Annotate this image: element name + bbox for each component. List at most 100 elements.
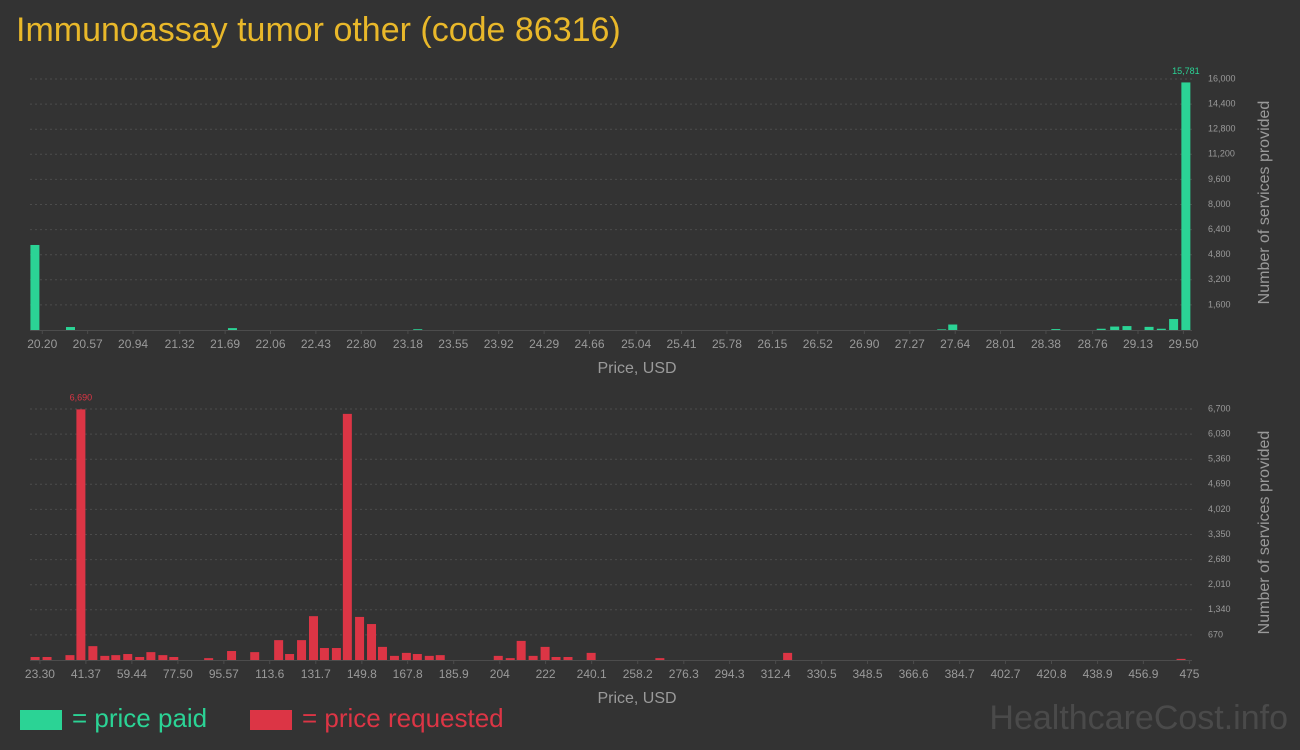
y-tick-label: 6,400 xyxy=(1208,224,1231,234)
y-tick-label: 12,800 xyxy=(1208,124,1236,134)
x-tick-label: 23.55 xyxy=(438,337,468,351)
x-tick-label: 22.06 xyxy=(255,337,285,351)
y-axis-title: Number of services provided xyxy=(1256,101,1273,305)
bar xyxy=(528,655,538,660)
bar xyxy=(100,655,110,660)
x-tick-label: 185.9 xyxy=(439,667,469,681)
x-tick-label: 475 xyxy=(1179,667,1199,681)
y-tick-label: 4,690 xyxy=(1208,479,1231,489)
x-tick-label: 167.8 xyxy=(393,667,423,681)
x-tick-label: 28.01 xyxy=(986,337,1016,351)
x-tick-label: 20.57 xyxy=(73,337,103,351)
bar xyxy=(169,657,179,660)
y-tick-label: 3,200 xyxy=(1208,274,1231,284)
bar xyxy=(42,657,52,660)
bar xyxy=(146,652,156,660)
x-tick-label: 24.66 xyxy=(575,337,605,351)
bar xyxy=(435,655,445,660)
bar xyxy=(274,640,284,660)
bar xyxy=(309,616,319,660)
bar xyxy=(1051,329,1061,330)
bar xyxy=(516,640,526,660)
x-tick-label: 95.57 xyxy=(209,667,239,681)
bar xyxy=(65,655,75,660)
x-tick-label: 21.32 xyxy=(165,337,195,351)
bar xyxy=(227,651,237,660)
legend-swatch xyxy=(250,710,292,730)
bar xyxy=(401,652,411,660)
x-tick-label: 25.78 xyxy=(712,337,742,351)
bar xyxy=(30,244,40,330)
x-tick-label: 24.29 xyxy=(529,337,559,351)
bar xyxy=(158,655,168,660)
x-tick-label: 26.15 xyxy=(757,337,787,351)
x-tick-label: 149.8 xyxy=(347,667,377,681)
x-tick-label: 222 xyxy=(536,667,556,681)
x-tick-label: 240.1 xyxy=(577,667,607,681)
x-tick-label: 28.38 xyxy=(1031,337,1061,351)
x-tick-label: 312.4 xyxy=(761,667,791,681)
x-tick-label: 20.94 xyxy=(118,337,148,351)
bar xyxy=(937,329,947,330)
x-tick-label: 59.44 xyxy=(117,667,147,681)
x-tick-label: 23.92 xyxy=(484,337,514,351)
x-tick-label: 22.80 xyxy=(346,337,376,351)
x-tick-label: 276.3 xyxy=(669,667,699,681)
y-tick-label: 1,340 xyxy=(1208,604,1231,614)
x-tick-label: 26.52 xyxy=(803,337,833,351)
bar xyxy=(493,655,503,660)
x-tick-label: 131.7 xyxy=(301,667,331,681)
page-title: Immunoassay tumor other (code 86316) xyxy=(16,11,621,49)
bar xyxy=(111,655,121,660)
x-tick-label: 77.50 xyxy=(163,667,193,681)
x-tick-label: 402.7 xyxy=(990,667,1020,681)
bar xyxy=(250,652,260,660)
bar xyxy=(389,655,399,660)
x-tick-label: 20.20 xyxy=(27,337,57,351)
y-tick-label: 11,200 xyxy=(1208,149,1235,159)
bar xyxy=(1144,326,1154,330)
y-tick-label: 4,020 xyxy=(1208,504,1231,514)
bar xyxy=(30,657,40,660)
watermark: HealthcareCost.info xyxy=(989,699,1288,737)
x-tick-label: 27.27 xyxy=(895,337,925,351)
x-tick-label: 384.7 xyxy=(945,667,975,681)
x-tick-label: 366.6 xyxy=(899,667,929,681)
bar xyxy=(948,324,958,330)
y-tick-label: 4,800 xyxy=(1208,249,1231,259)
y-tick-label: 9,600 xyxy=(1208,174,1231,184)
x-tick-label: 438.9 xyxy=(1083,667,1113,681)
y-tick-label: 14,400 xyxy=(1208,98,1236,108)
bar xyxy=(505,658,515,660)
x-tick-label: 25.04 xyxy=(621,337,651,351)
y-tick-label: 1,600 xyxy=(1208,299,1231,309)
x-tick-label: 258.2 xyxy=(623,667,653,681)
bar xyxy=(783,652,793,660)
y-tick-label: 5,360 xyxy=(1208,454,1231,464)
bar xyxy=(123,654,133,660)
bar xyxy=(1096,328,1106,330)
bar xyxy=(1181,82,1191,330)
x-tick-label: 28.76 xyxy=(1078,337,1108,351)
bar xyxy=(551,657,561,660)
bar xyxy=(586,652,596,660)
y-tick-label: 3,350 xyxy=(1208,529,1231,539)
bar xyxy=(65,327,75,330)
y-axis-title: Number of services provided xyxy=(1256,431,1273,635)
y-tick-label: 6,030 xyxy=(1208,428,1231,438)
value-label: 6,690 xyxy=(70,393,93,403)
bar xyxy=(540,646,550,660)
x-tick-label: 29.13 xyxy=(1123,337,1153,351)
x-tick-label: 23.30 xyxy=(25,667,55,681)
bar xyxy=(342,413,352,660)
x-tick-label: 420.8 xyxy=(1037,667,1067,681)
x-tick-label: 22.43 xyxy=(301,337,331,351)
legend-label: = price requested xyxy=(302,703,504,733)
bar xyxy=(655,658,665,660)
x-tick-label: 456.9 xyxy=(1128,667,1158,681)
y-tick-label: 670 xyxy=(1208,629,1223,639)
y-tick-label: 6,700 xyxy=(1208,403,1231,413)
bar xyxy=(204,658,214,660)
